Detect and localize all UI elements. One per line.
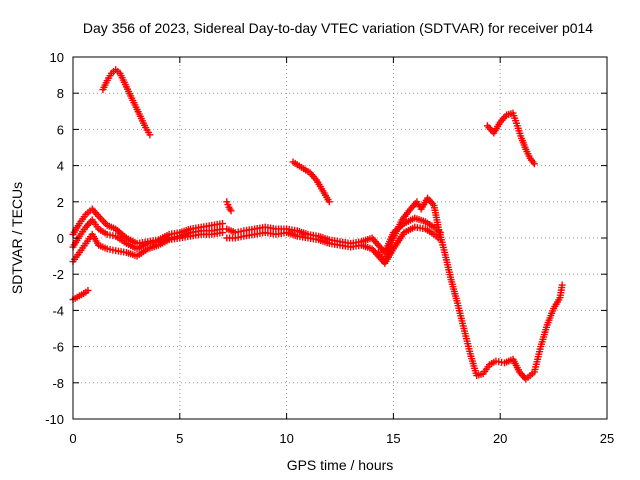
data-point-marker (146, 131, 154, 139)
series-arc-8 (223, 198, 235, 215)
axis-ticks: 0 5 10 15 20 25 -10 -8 -6 -4 -2 0 2 4 6 8 10 (45, 50, 614, 446)
data-series (69, 66, 566, 383)
y-tick-label: 10 (50, 50, 64, 65)
y-tick-label: -10 (45, 412, 64, 427)
data-point-marker (219, 229, 227, 237)
y-tick-label: -4 (52, 303, 64, 318)
y-tick-label: 4 (57, 159, 64, 174)
x-tick-label: 10 (279, 431, 293, 446)
x-tick-label: 25 (600, 431, 614, 446)
data-point-marker (84, 286, 92, 294)
data-point-marker (558, 281, 566, 289)
y-tick-label: 8 (57, 86, 64, 101)
series-arc-6 (223, 214, 444, 256)
x-tick-label: 20 (493, 431, 507, 446)
y-tick-label: 0 (57, 231, 64, 246)
data-point-marker (325, 198, 333, 206)
y-tick-label: 2 (57, 195, 64, 210)
y-axis-label: SDTVAR / TECUs (9, 182, 25, 294)
series-arc-5 (99, 66, 154, 139)
chart-title: Day 356 of 2023, Sidereal Day-to-day VTE… (83, 20, 593, 36)
series-arc-3 (69, 229, 227, 266)
x-axis-label: GPS time / hours (287, 457, 394, 473)
x-tick-label: 0 (69, 431, 76, 446)
series-arc-10 (374, 194, 566, 383)
series-arc-11 (483, 109, 538, 168)
data-point-marker (227, 207, 235, 215)
y-tick-label: -2 (52, 267, 64, 282)
series-arc-9 (289, 158, 333, 206)
x-tick-label: 5 (176, 431, 183, 446)
series-arc-7 (223, 223, 444, 267)
data-point-marker (530, 160, 538, 168)
y-tick-label: -6 (52, 340, 64, 355)
x-tick-label: 15 (386, 431, 400, 446)
y-tick-label: -8 (52, 376, 64, 391)
y-tick-label: 6 (57, 122, 64, 137)
